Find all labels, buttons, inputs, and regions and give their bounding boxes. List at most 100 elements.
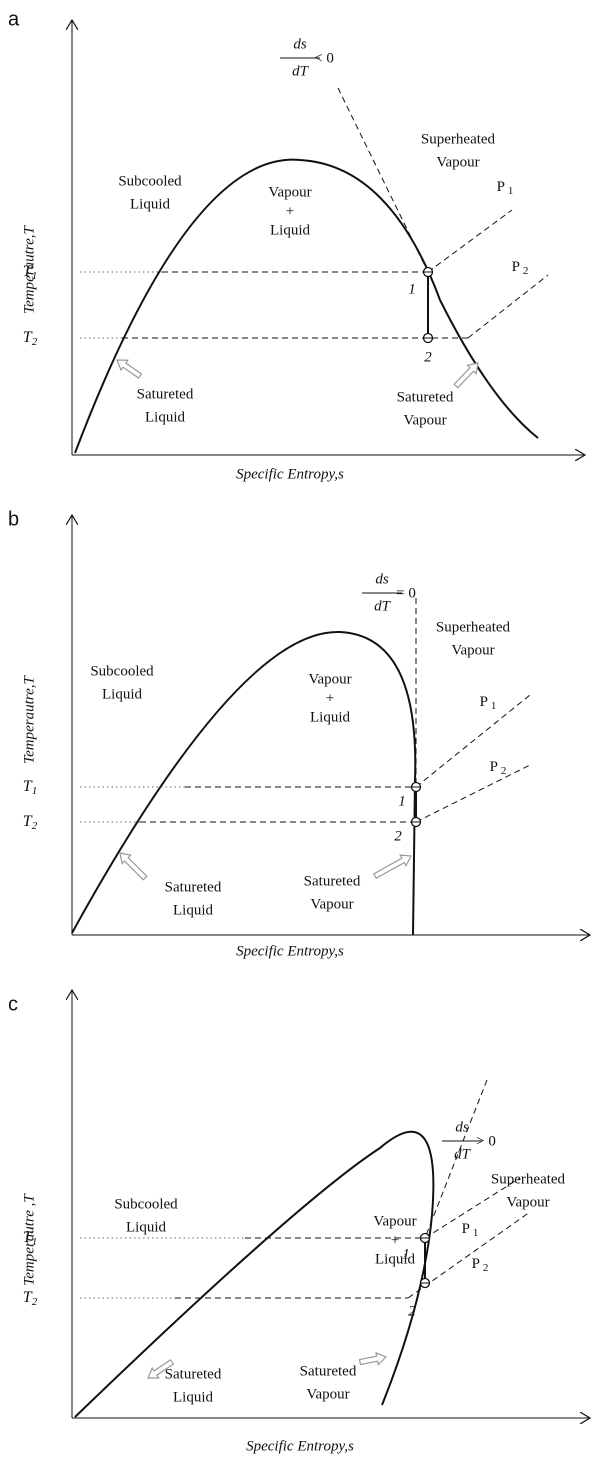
- region-label: Subcooled: [114, 1196, 178, 1212]
- region-label: Liquid: [102, 686, 142, 702]
- temperature-symbol: T: [23, 778, 33, 795]
- saturation-dome: [74, 158, 539, 454]
- region-label: Vapour: [310, 896, 353, 912]
- pressure-symbol: P: [472, 1256, 480, 1272]
- pressure-sub: 2: [501, 765, 507, 777]
- state-point-label: 1: [402, 1246, 410, 1262]
- pointer-arrow: [116, 359, 143, 379]
- region-label: Liquid: [310, 709, 350, 725]
- region-label: Vapour: [436, 154, 479, 170]
- region-label: Vapour: [373, 1213, 416, 1229]
- temperature-sub: 1: [32, 270, 38, 282]
- region-label: +: [391, 1232, 399, 1248]
- region-label: Subcooled: [90, 663, 154, 679]
- region-label: Satureted: [300, 1363, 357, 1379]
- region-label: +: [326, 690, 334, 706]
- pressure-symbol: P: [462, 1221, 470, 1237]
- panel-label: c: [8, 993, 18, 1015]
- region-label: Liquid: [130, 196, 170, 212]
- pointer-arrow: [372, 854, 412, 880]
- temperature-sub: 1: [32, 785, 38, 797]
- region-label: Liquid: [375, 1251, 415, 1267]
- slope-denominator: dT: [454, 1146, 472, 1162]
- pressure-sub: 2: [483, 1262, 489, 1274]
- region-label: Liquid: [145, 409, 185, 425]
- panel-label: b: [8, 508, 19, 530]
- panel-label: a: [8, 8, 20, 30]
- y-axis-label: Temperautre,T: [21, 675, 37, 764]
- state-point-label: 2: [394, 828, 402, 844]
- isobar: [424, 1177, 521, 1239]
- region-label: Satureted: [165, 1366, 222, 1382]
- x-axis-label: Specific Entropy,s: [246, 1438, 354, 1454]
- region-label: +: [286, 203, 294, 219]
- isobar: [427, 209, 513, 273]
- region-label: Vapour: [306, 1386, 349, 1402]
- temperature-sub: 1: [32, 1236, 38, 1248]
- region-label: Subcooled: [118, 173, 182, 189]
- state-point-label: 1: [398, 793, 406, 809]
- pointer-arrow: [119, 852, 148, 881]
- saturation-dome: [74, 1130, 435, 1418]
- slope-line: [424, 1079, 488, 1239]
- slope-denominator: dT: [292, 63, 310, 79]
- region-label: Liquid: [173, 1389, 213, 1405]
- pressure-sub: 1: [491, 700, 497, 712]
- slope-relation: < 0: [314, 50, 334, 66]
- region-label: Superheated: [421, 131, 496, 147]
- region-label: Liquid: [126, 1219, 166, 1235]
- temperature-symbol: T: [23, 329, 33, 346]
- temperature-symbol: T: [23, 1229, 33, 1246]
- temperature-label: T2: [23, 813, 38, 832]
- pointer-arrow: [358, 1351, 388, 1366]
- temperature-label: T1: [23, 263, 37, 282]
- temperature-symbol: T: [23, 1289, 33, 1306]
- temperature-sub: 2: [32, 336, 38, 348]
- temperature-sub: 2: [32, 1296, 38, 1308]
- region-label: Satureted: [165, 879, 222, 895]
- x-axis-label: Specific Entropy,s: [236, 466, 344, 482]
- region-label: Vapour: [308, 671, 351, 687]
- region-label: Vapour: [403, 412, 446, 428]
- temperature-symbol: T: [23, 263, 33, 280]
- region-label: Superheated: [436, 619, 511, 635]
- region-label: Vapour: [451, 642, 494, 658]
- slope-denominator: dT: [374, 598, 392, 614]
- state-point-label: 1: [408, 281, 416, 297]
- temperature-label: T1: [23, 778, 37, 797]
- temperature-label: T2: [23, 329, 38, 348]
- temperature-symbol: T: [23, 813, 33, 830]
- y-axis-label: Temperautre,T: [21, 225, 37, 314]
- region-label: Vapour: [268, 184, 311, 200]
- slope-relation: > 0: [476, 1133, 496, 1149]
- pressure-sub: 1: [473, 1227, 479, 1239]
- temperature-label: T1: [23, 1229, 37, 1248]
- region-label: Vapour: [506, 1194, 549, 1210]
- x-axis-label: Specific Entropy,s: [236, 943, 344, 959]
- pressure-symbol: P: [490, 759, 498, 775]
- region-label: Liquid: [270, 222, 310, 238]
- region-label: Satureted: [397, 389, 454, 405]
- state-point-label: 2: [408, 1303, 416, 1319]
- saturation-dome: [71, 630, 417, 936]
- pressure-symbol: P: [497, 179, 505, 195]
- region-label: Superheated: [491, 1171, 566, 1187]
- temperature-sub: 2: [32, 820, 38, 832]
- y-axis-label: Temperautre ,T: [21, 1193, 37, 1286]
- pointer-arrow: [453, 362, 479, 389]
- region-label: Satureted: [137, 386, 194, 402]
- isobar: [415, 764, 531, 823]
- slope-numerator: ds: [455, 1119, 469, 1135]
- pressure-sub: 1: [508, 185, 514, 197]
- slope-relation: = 0: [396, 585, 416, 601]
- pressure-symbol: P: [480, 694, 488, 710]
- slope-numerator: ds: [293, 36, 307, 52]
- isobar: [467, 274, 549, 339]
